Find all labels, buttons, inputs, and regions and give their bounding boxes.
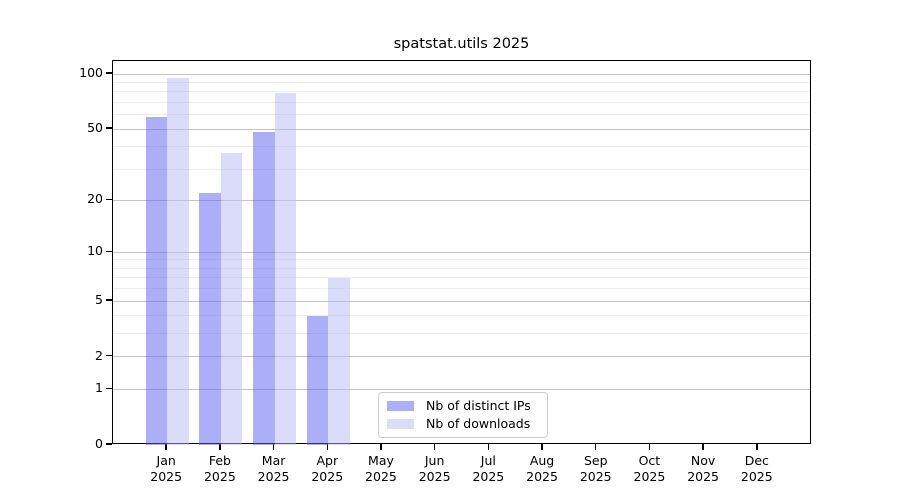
legend-swatch-downloads	[387, 418, 414, 429]
y-axis-tick	[106, 250, 112, 253]
y-axis-tick-label: 50	[87, 120, 103, 136]
x-axis-tick-label: Sep 2025	[579, 453, 612, 484]
bar	[145, 117, 168, 445]
x-axis-tick	[380, 444, 382, 450]
bar	[167, 78, 189, 445]
legend-label-distinct-ips: Nb of distinct IPs	[426, 398, 531, 414]
y-axis-tick	[106, 72, 112, 74]
legend: Nb of distinct IPs Nb of downloads	[378, 392, 548, 438]
y-axis-tick-label: 0	[95, 436, 103, 451]
bar	[253, 132, 275, 445]
gridline-major	[113, 388, 810, 390]
chart-title: spatstat.utils 2025	[393, 36, 530, 52]
x-axis-tick-label: Oct 2025	[633, 453, 666, 484]
y-axis-tick-label: 2	[95, 347, 103, 363]
x-axis-tick	[541, 444, 543, 450]
legend-item-distinct-ips: Nb of distinct IPs	[387, 399, 539, 413]
x-axis-tick-label: Jun 2025	[418, 453, 451, 484]
x-axis-tick	[326, 444, 329, 450]
y-axis-tick-label: 100	[79, 65, 103, 81]
gridline-major	[113, 300, 810, 302]
y-axis-tick	[106, 443, 112, 445]
bar	[306, 315, 329, 445]
y-axis-tick-label: 20	[87, 191, 103, 207]
bar	[199, 193, 221, 445]
gridline-minor	[113, 333, 810, 335]
gridline-minor	[113, 259, 810, 261]
gridline-minor	[113, 288, 810, 290]
bar	[328, 277, 350, 445]
gridline-major	[113, 73, 810, 75]
x-axis-tick	[756, 444, 758, 450]
gridline-minor	[113, 267, 810, 269]
gridline-minor	[113, 82, 810, 84]
legend-item-downloads: Nb of downloads	[387, 415, 539, 431]
gridline-minor	[113, 168, 810, 170]
gridline-minor	[113, 277, 810, 279]
y-axis-tick	[106, 299, 112, 301]
y-axis-tick	[106, 354, 112, 357]
x-axis-tick-label: Apr 2025	[311, 453, 344, 484]
bar	[220, 152, 243, 445]
x-axis-tick	[433, 444, 436, 450]
gridline-minor	[113, 101, 810, 103]
y-axis-tick-label: 1	[95, 380, 103, 396]
y-axis-tick	[106, 127, 112, 129]
x-axis-tick	[594, 444, 597, 450]
y-axis-tick-label: 5	[95, 292, 103, 308]
x-axis-tick	[165, 444, 167, 450]
gridline-major	[113, 199, 810, 201]
gridline-minor	[113, 91, 810, 93]
x-axis-tick	[219, 444, 221, 450]
bar	[274, 92, 297, 445]
x-axis-tick-label: Jan 2025	[150, 453, 183, 484]
x-axis-tick-label: Aug 2025	[526, 453, 558, 484]
gridline-major	[113, 128, 810, 130]
gridline-minor	[113, 114, 810, 116]
gridline-minor	[113, 146, 810, 148]
legend-label-downloads: Nb of downloads	[426, 415, 531, 431]
x-axis-tick	[487, 444, 490, 450]
x-axis-tick	[648, 444, 651, 450]
gridline-minor	[113, 315, 810, 317]
plot-area	[112, 60, 811, 445]
y-axis-tick	[106, 198, 112, 201]
y-axis-tick-label: 10	[87, 243, 103, 259]
gridline-major	[113, 356, 810, 358]
x-axis-tick-label: Nov 2025	[687, 453, 719, 484]
gridline-major	[113, 251, 810, 253]
x-axis-tick-label: Feb 2025	[203, 453, 236, 484]
x-axis-tick-label: Mar 2025	[257, 453, 290, 484]
y-axis-tick	[106, 387, 112, 390]
x-axis-tick	[702, 444, 704, 450]
x-axis-tick-label: Dec 2025	[740, 453, 773, 484]
x-axis-tick-label: Jul 2025	[472, 453, 505, 484]
legend-swatch-distinct-ips	[387, 401, 414, 412]
x-axis-tick	[272, 444, 275, 450]
x-axis-tick-label: May 2025	[365, 453, 397, 484]
